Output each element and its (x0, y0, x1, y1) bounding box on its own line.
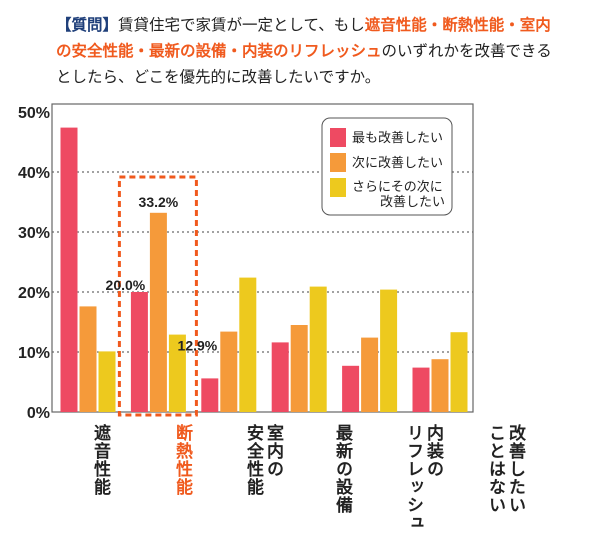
legend-label: さらにその次に (352, 179, 443, 195)
bar (130, 292, 148, 412)
category-label: 改善したい ことはない (485, 424, 525, 514)
legend-box (321, 117, 453, 216)
bar (79, 306, 97, 412)
bar (60, 127, 78, 412)
plot-frame (51, 103, 474, 413)
data-label: 20.0% (106, 277, 146, 293)
bar (98, 351, 116, 412)
category-label: 断熱性能 (172, 424, 192, 496)
bar (220, 331, 238, 412)
data-label: 33.2% (139, 194, 179, 210)
bar (290, 325, 308, 412)
question-text: 【質問】賃貸住宅で家賃が一定として、もし遮音性能・断熱性能・室内の安全性能・最新… (56, 12, 556, 90)
question-highlight: 遮音性能・断熱性能・室内の安全性能・最新の設備・内装のリフレッシュ (56, 16, 551, 60)
data-label: 12.9% (178, 338, 218, 354)
bar (168, 334, 186, 412)
y-tick-label: 20% (18, 285, 50, 302)
question-text-2: のいずれかを改善できるとしたら、どこを優先的に改善したいですか。 (56, 42, 552, 86)
legend-swatch (330, 178, 346, 197)
bar (342, 365, 360, 412)
bar (271, 342, 289, 412)
y-tick-label: 0% (27, 405, 50, 422)
bar (361, 337, 379, 412)
category-label: 最新の設備 (332, 424, 352, 514)
bar (149, 212, 167, 412)
bar (201, 378, 219, 412)
bar (380, 289, 398, 412)
bar (431, 359, 449, 412)
legend-label: 次に改善したい (352, 155, 443, 171)
y-tick-label: 50% (18, 105, 50, 122)
legend-swatch (330, 128, 346, 147)
bar (309, 286, 327, 412)
y-tick-label: 10% (18, 345, 50, 362)
category-label: 遮音性能 (90, 424, 110, 496)
legend-label: 改善したい (380, 194, 445, 210)
category-label: 室内の 安全性能 (243, 424, 283, 496)
category-label: 内装の リフレッシュ (403, 424, 443, 532)
legend-swatch (330, 153, 346, 172)
bar (239, 277, 257, 412)
y-tick-label: 30% (18, 225, 50, 242)
question-text-1: 賃貸住宅で家賃が一定として、もし (118, 16, 365, 34)
bar (412, 367, 430, 412)
question-tag: 【質問】 (56, 16, 119, 34)
highlight-box (117, 175, 198, 417)
y-tick-label: 40% (18, 165, 50, 182)
legend-label: 最も改善したい (352, 130, 443, 146)
bar (450, 332, 468, 412)
